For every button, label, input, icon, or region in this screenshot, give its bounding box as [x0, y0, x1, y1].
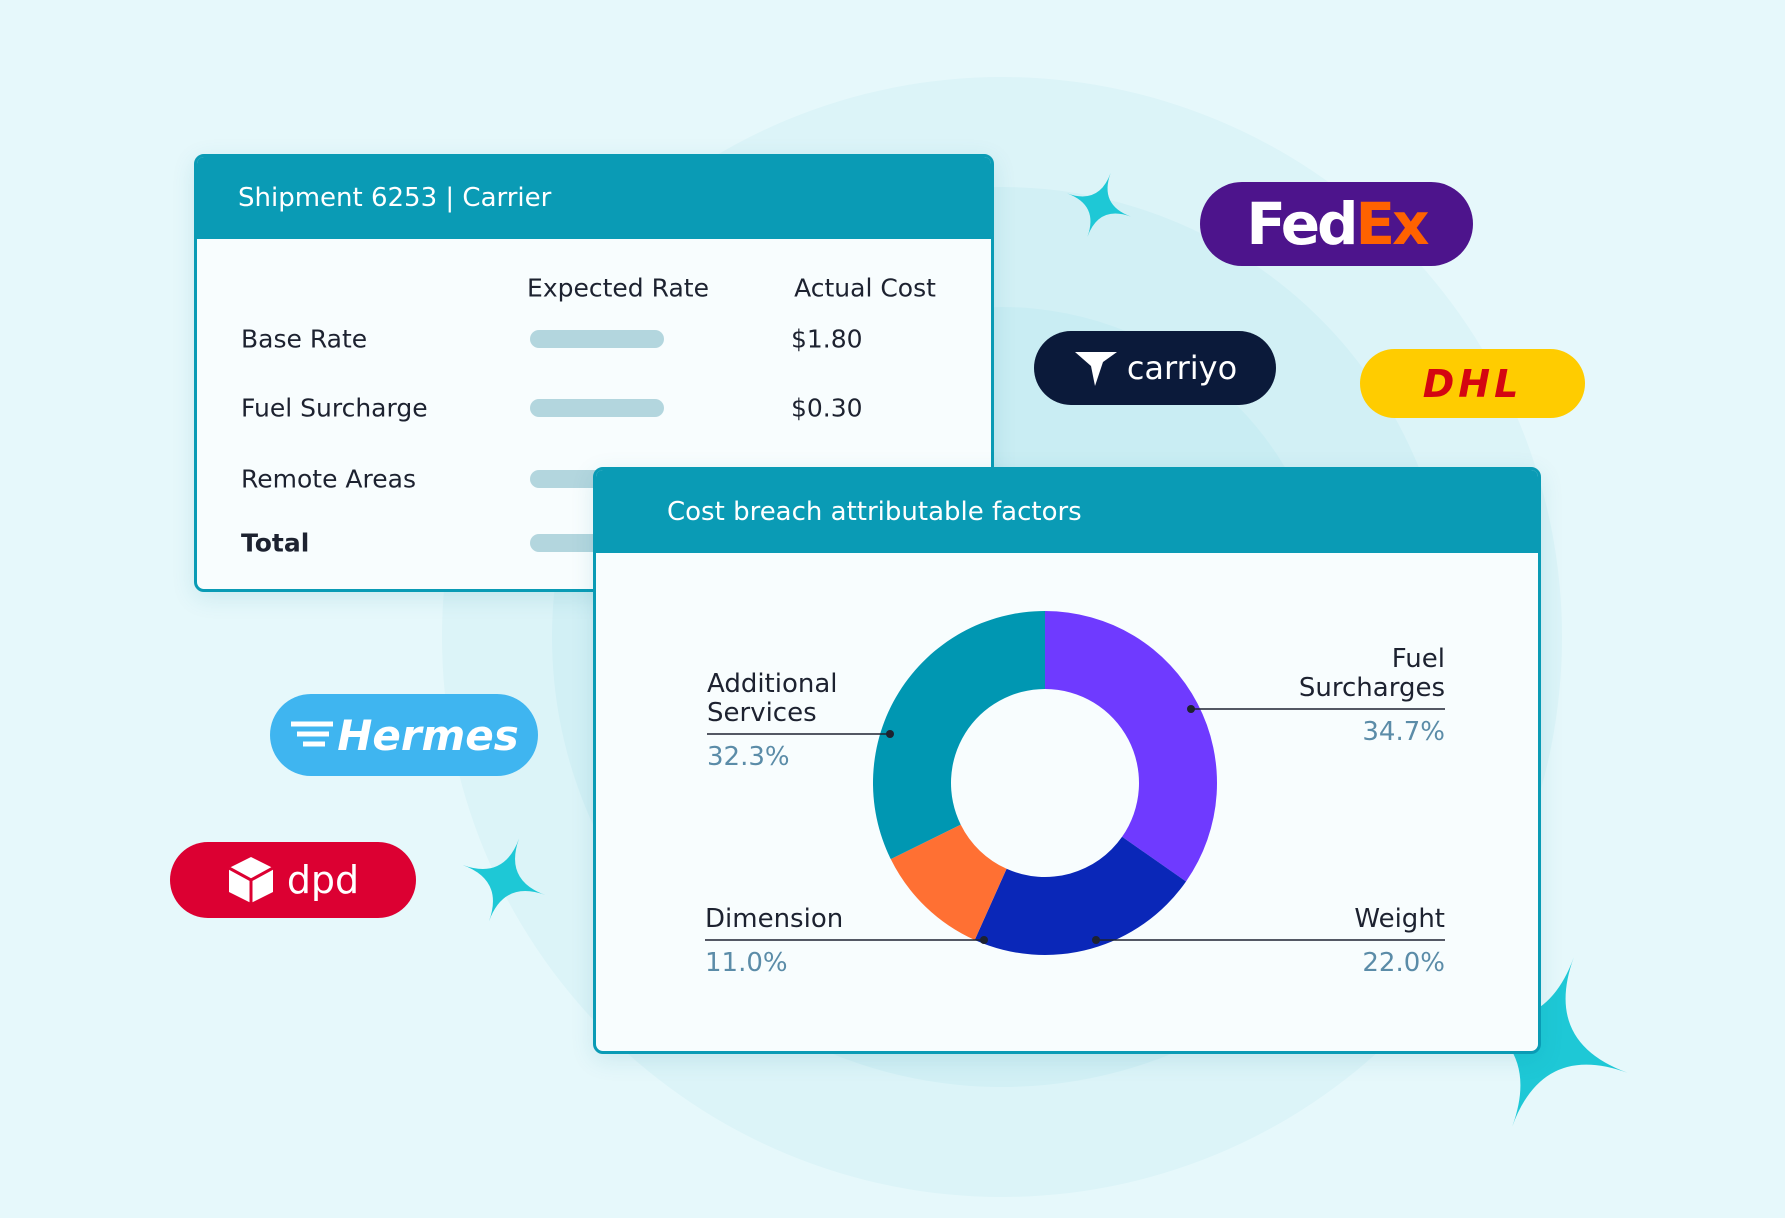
- row-label: Remote Areas: [241, 464, 416, 494]
- logo-text: dpd: [286, 858, 360, 902]
- logo-text: Fed: [1246, 190, 1358, 258]
- logo-text: carriyo: [1126, 349, 1238, 387]
- donut-slice: [890, 824, 1007, 940]
- dhl-logo: DHL: [1360, 349, 1585, 418]
- chart-card: Cost breach attributable factors Fuel Su…: [593, 467, 1541, 1054]
- row-label: Fuel Surcharge: [241, 393, 428, 423]
- sparkle: [1458, 957, 1628, 1127]
- slice-label: Dimension: [705, 904, 844, 934]
- logo-text: Hermes: [337, 710, 519, 760]
- leader-dot: [1092, 936, 1100, 944]
- card-title: Shipment 6253 | Carrier: [238, 183, 552, 213]
- slice-value-label: 32.3%: [707, 742, 790, 772]
- slice-value-label: 22.0%: [1362, 948, 1445, 978]
- logo-icon: [228, 857, 274, 903]
- donut-slice: [974, 836, 1187, 955]
- donut-slice: [1045, 611, 1217, 882]
- dpd-logo: dpd: [170, 842, 416, 918]
- sparkle: [462, 838, 546, 922]
- row-label: Total: [241, 528, 310, 558]
- card-header: Shipment 6253 | Carrier: [197, 157, 991, 239]
- slice-label: Fuel Surcharges: [1298, 644, 1445, 703]
- logo-text: Ex: [1355, 190, 1430, 258]
- donut-slice: [873, 611, 1045, 860]
- actual-cost: $1.80: [791, 324, 863, 354]
- rate-placeholder: [530, 330, 664, 348]
- column-header: Expected Rate: [527, 273, 709, 303]
- slice-value-label: 11.0%: [705, 948, 788, 978]
- leader-dot: [1187, 705, 1195, 713]
- fedex-logo: Fed Ex: [1200, 182, 1473, 266]
- row-label: Base Rate: [241, 324, 368, 354]
- chart-title: Cost breach attributable factors: [667, 496, 1082, 527]
- card-header: Cost breach attributable factors: [596, 470, 1538, 553]
- logo-icon: [1074, 352, 1117, 386]
- hermes-logo: Hermes: [270, 694, 538, 776]
- logo-text: DHL: [1422, 361, 1523, 406]
- leader-dot: [980, 936, 988, 944]
- sparkle: [1067, 173, 1131, 237]
- actual-cost: $0.30: [791, 393, 863, 423]
- rate-placeholder: [530, 399, 664, 417]
- slice-value-label: 34.7%: [1362, 717, 1445, 747]
- column-header: Actual Cost: [794, 273, 936, 303]
- leader-dot: [886, 730, 894, 738]
- carriyo-logo: carriyo: [1034, 331, 1276, 405]
- slice-label: Additional Services: [707, 669, 838, 728]
- slice-label: Weight: [1354, 904, 1445, 934]
- logo-icon: [291, 721, 334, 747]
- donut-chart: [705, 611, 1445, 955]
